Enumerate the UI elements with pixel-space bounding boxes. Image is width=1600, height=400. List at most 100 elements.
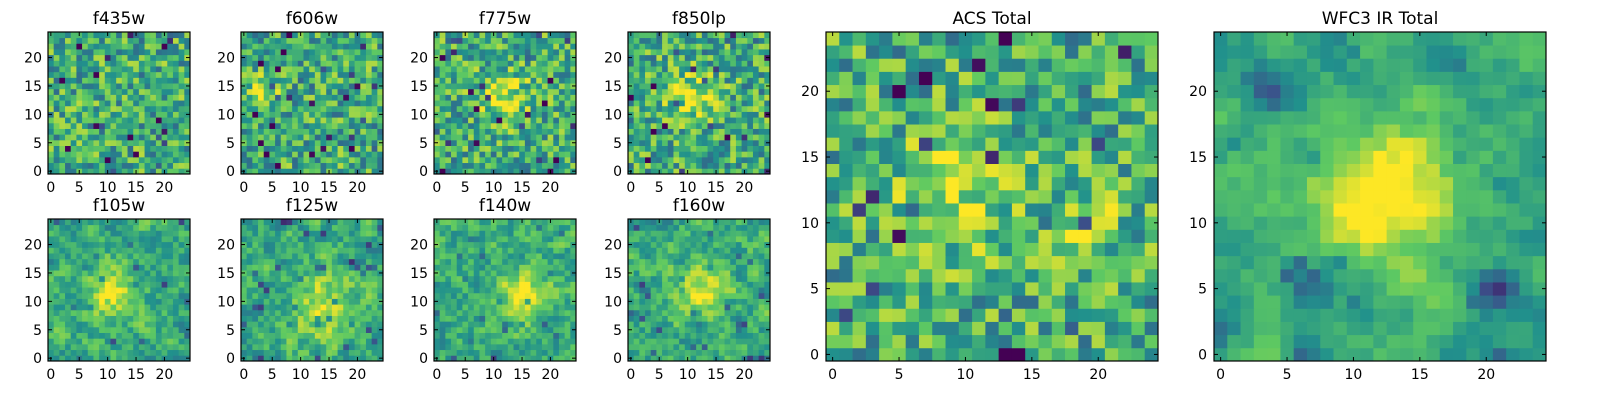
heatmap-cell xyxy=(150,94,157,101)
heatmap-cell xyxy=(645,60,652,67)
heatmap-cell xyxy=(70,54,77,61)
heatmap-cell xyxy=(507,66,514,73)
heatmap-cell xyxy=(70,224,77,231)
heatmap-cell xyxy=(536,111,543,118)
heatmap-cell xyxy=(502,349,509,356)
heatmap-cell xyxy=(258,156,265,164)
heatmap-cell xyxy=(303,94,310,101)
heatmap-cell xyxy=(485,236,492,243)
heatmap-cell xyxy=(138,247,145,254)
heatmap-cell xyxy=(456,338,463,345)
heatmap-cell xyxy=(286,224,293,231)
heatmap-cell xyxy=(662,54,669,61)
heatmap-cell xyxy=(502,94,509,101)
heatmap-cell xyxy=(331,355,338,362)
heatmap-cell xyxy=(434,321,441,328)
heatmap-cell xyxy=(758,88,765,95)
heatmap-cell xyxy=(547,37,554,44)
heatmap-cell xyxy=(547,60,554,67)
heatmap-cell xyxy=(479,37,486,44)
heatmap-cell xyxy=(377,292,384,299)
heatmap-cell xyxy=(331,128,338,135)
heatmap-cell xyxy=(570,71,577,78)
heatmap-cell xyxy=(53,134,60,141)
heatmap-cell xyxy=(297,281,304,288)
heatmap-cell xyxy=(65,71,72,78)
heatmap-cell xyxy=(570,264,577,271)
heatmap-cell xyxy=(507,111,514,118)
heatmap-cell xyxy=(65,343,72,351)
heatmap-cell xyxy=(639,287,646,294)
heatmap-cell xyxy=(252,349,259,356)
heatmap-cell xyxy=(468,230,475,237)
heatmap-cell xyxy=(434,134,441,141)
heatmap-cell xyxy=(701,145,708,152)
heatmap-cell xyxy=(507,100,514,107)
heatmap-cell xyxy=(690,332,697,339)
heatmap-cell xyxy=(263,100,270,107)
heatmap-cell xyxy=(564,94,571,101)
heatmap-cell xyxy=(161,247,168,254)
heatmap-cell xyxy=(337,298,344,305)
heatmap-cell xyxy=(178,128,185,135)
heatmap-cell xyxy=(354,139,361,146)
heatmap-cell xyxy=(724,100,731,107)
heatmap-cell xyxy=(667,88,674,95)
heatmap-cell xyxy=(673,83,680,90)
heatmap-cell xyxy=(468,270,475,277)
heatmap-cell xyxy=(93,338,100,345)
heatmap-cell xyxy=(434,88,441,95)
heatmap-cell xyxy=(513,43,520,50)
heatmap-cell xyxy=(747,304,754,311)
heatmap-cell xyxy=(161,287,168,294)
heatmap-cell xyxy=(99,145,106,152)
heatmap-cell xyxy=(172,326,180,333)
heatmap-cell xyxy=(263,332,270,339)
heatmap-cell xyxy=(326,343,333,351)
heatmap-cell xyxy=(269,241,276,248)
heatmap-cell xyxy=(524,43,531,50)
heatmap-cell xyxy=(331,326,338,333)
heatmap-cell xyxy=(519,253,526,260)
heatmap-cell xyxy=(524,60,531,67)
heatmap-cell xyxy=(713,139,720,146)
heatmap-cell xyxy=(138,349,145,356)
heatmap-cell xyxy=(684,122,691,129)
heatmap-cell xyxy=(241,105,248,112)
heatmap-cell xyxy=(502,304,509,311)
heatmap-cell xyxy=(639,66,646,73)
heatmap-cell xyxy=(161,241,168,248)
heatmap-cell xyxy=(485,224,492,231)
heatmap-cell xyxy=(309,128,316,135)
heatmap-cell xyxy=(553,151,560,158)
heatmap-cell xyxy=(490,224,497,231)
heatmap-cell xyxy=(730,117,737,124)
heatmap-cell xyxy=(479,117,486,124)
heatmap-cell xyxy=(360,128,367,135)
heatmap-cell xyxy=(490,37,497,44)
heatmap-cell xyxy=(558,270,566,277)
heatmap-cell xyxy=(485,43,492,50)
heatmap-cell xyxy=(371,100,378,107)
heatmap-cell xyxy=(553,105,560,112)
heatmap-cell xyxy=(127,241,134,248)
heatmap-cell xyxy=(639,54,646,61)
heatmap-cell xyxy=(434,49,441,56)
heatmap-cell xyxy=(713,275,720,282)
heatmap-cell xyxy=(645,122,652,129)
heatmap-cell xyxy=(76,88,83,95)
heatmap-cell xyxy=(309,236,316,243)
heatmap-cell xyxy=(155,275,162,282)
heatmap-cell xyxy=(286,117,293,124)
heatmap-cell xyxy=(275,111,282,118)
heatmap-cell xyxy=(741,298,748,305)
heatmap-cell xyxy=(473,309,480,316)
heatmap-cell xyxy=(547,77,554,84)
heatmap-cell xyxy=(530,219,537,226)
heatmap-cell xyxy=(246,326,253,333)
heatmap-cell xyxy=(639,145,646,152)
heatmap-cell xyxy=(309,156,316,164)
heatmap-cell xyxy=(690,309,697,316)
heatmap-cell xyxy=(673,77,680,84)
heatmap-cell xyxy=(701,117,708,124)
